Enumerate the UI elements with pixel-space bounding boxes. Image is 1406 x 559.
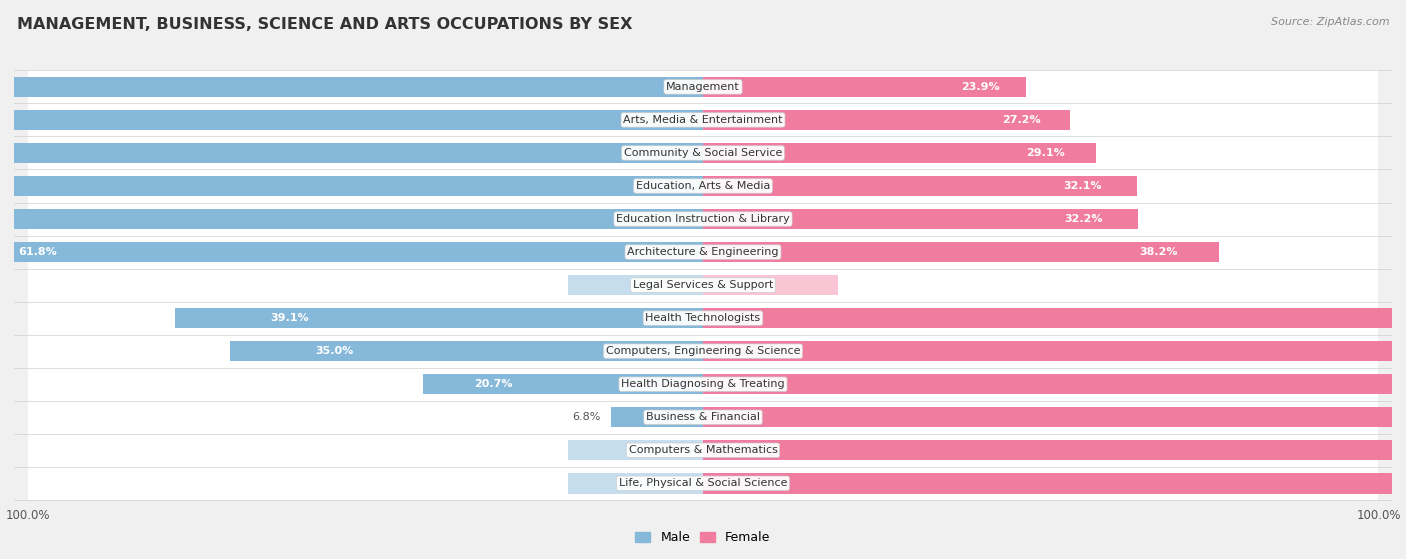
Bar: [0, 110, 703, 130]
Bar: [703, 143, 1097, 163]
Bar: [703, 407, 1406, 428]
Legend: Male, Female: Male, Female: [630, 526, 776, 549]
Bar: [568, 275, 703, 295]
Bar: [0, 143, 703, 163]
Bar: [28, 202, 1378, 235]
Text: Management: Management: [666, 82, 740, 92]
Bar: [28, 169, 1378, 202]
Text: 0.0%: 0.0%: [664, 280, 692, 290]
Text: Computers & Mathematics: Computers & Mathematics: [628, 446, 778, 455]
Text: 32.2%: 32.2%: [1064, 214, 1104, 224]
Bar: [703, 176, 1136, 196]
Bar: [703, 473, 1406, 494]
Bar: [28, 103, 1378, 136]
Text: 38.2%: 38.2%: [1139, 247, 1178, 257]
Bar: [28, 268, 1378, 302]
Bar: [231, 341, 703, 361]
Bar: [28, 467, 1378, 500]
Text: Health Diagnosing & Treating: Health Diagnosing & Treating: [621, 379, 785, 389]
Text: Arts, Media & Entertainment: Arts, Media & Entertainment: [623, 115, 783, 125]
Text: Business & Financial: Business & Financial: [645, 412, 761, 422]
Bar: [174, 308, 703, 328]
Text: MANAGEMENT, BUSINESS, SCIENCE AND ARTS OCCUPATIONS BY SEX: MANAGEMENT, BUSINESS, SCIENCE AND ARTS O…: [17, 17, 633, 32]
Bar: [703, 275, 838, 295]
Text: 39.1%: 39.1%: [270, 313, 308, 323]
Text: Source: ZipAtlas.com: Source: ZipAtlas.com: [1271, 17, 1389, 27]
Text: Education Instruction & Library: Education Instruction & Library: [616, 214, 790, 224]
Bar: [703, 209, 1137, 229]
Bar: [28, 235, 1378, 268]
Bar: [703, 440, 1406, 461]
Text: Life, Physical & Social Science: Life, Physical & Social Science: [619, 479, 787, 488]
Bar: [0, 77, 703, 97]
Bar: [28, 136, 1378, 169]
Text: 35.0%: 35.0%: [315, 346, 353, 356]
Bar: [612, 407, 703, 428]
Bar: [423, 374, 703, 395]
Bar: [28, 302, 1378, 335]
Bar: [703, 77, 1026, 97]
Text: 27.2%: 27.2%: [1002, 115, 1040, 125]
Bar: [703, 308, 1406, 328]
Text: Education, Arts & Media: Education, Arts & Media: [636, 181, 770, 191]
Bar: [0, 242, 703, 262]
Bar: [703, 110, 1070, 130]
Text: Computers, Engineering & Science: Computers, Engineering & Science: [606, 346, 800, 356]
Bar: [28, 434, 1378, 467]
Text: Community & Social Service: Community & Social Service: [624, 148, 782, 158]
Bar: [568, 440, 703, 461]
Text: 20.7%: 20.7%: [474, 379, 512, 389]
Text: Architecture & Engineering: Architecture & Engineering: [627, 247, 779, 257]
Text: 23.9%: 23.9%: [962, 82, 1000, 92]
Bar: [0, 176, 703, 196]
Bar: [28, 401, 1378, 434]
Text: 61.8%: 61.8%: [18, 247, 58, 257]
Text: Legal Services & Support: Legal Services & Support: [633, 280, 773, 290]
Bar: [703, 242, 1219, 262]
Bar: [28, 70, 1378, 103]
Text: 6.8%: 6.8%: [572, 412, 600, 422]
Bar: [703, 341, 1406, 361]
Text: 29.1%: 29.1%: [1026, 148, 1064, 158]
Bar: [568, 473, 703, 494]
Text: 0.0%: 0.0%: [664, 446, 692, 455]
Text: 0.0%: 0.0%: [664, 479, 692, 488]
Text: 32.1%: 32.1%: [1063, 181, 1102, 191]
Bar: [28, 368, 1378, 401]
Text: 0.0%: 0.0%: [714, 280, 742, 290]
Text: Health Technologists: Health Technologists: [645, 313, 761, 323]
Bar: [28, 335, 1378, 368]
Bar: [0, 209, 703, 229]
Bar: [703, 374, 1406, 395]
